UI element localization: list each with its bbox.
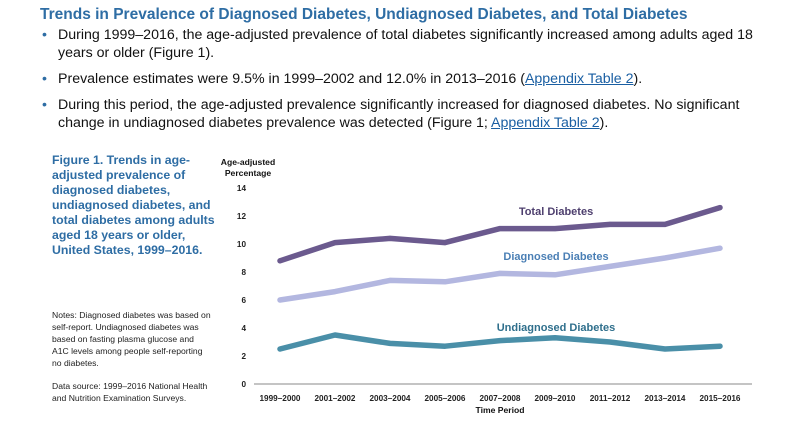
- x-tick-label: 2011–2012: [590, 394, 631, 403]
- x-tick-label: 2003–2004: [370, 394, 411, 403]
- series-label: Undiagnosed Diabetes: [497, 322, 616, 334]
- data-point: [442, 343, 448, 349]
- figure-title: Figure 1. Trends in age-adjusted prevale…: [52, 153, 215, 257]
- data-point: [717, 205, 723, 211]
- data-point: [662, 255, 668, 261]
- data-point: [332, 289, 338, 295]
- bullet-text-after: ).: [633, 71, 643, 87]
- data-point: [607, 263, 613, 269]
- data-point: [607, 339, 613, 345]
- y-tick-label: 10: [237, 240, 247, 249]
- data-point: [442, 240, 448, 246]
- bullet-item: During this period, the age-adjusted pre…: [40, 96, 780, 132]
- bullet-text-before: During this period, the age-adjusted pre…: [58, 97, 740, 131]
- y-tick-label: 12: [237, 212, 247, 221]
- x-tick-label: 2009–2010: [535, 394, 576, 403]
- bullet-text-before: Prevalence estimates were 9.5% in 1999–2…: [58, 71, 525, 87]
- bullet-item: During 1999–2016, the age-adjusted preva…: [40, 26, 780, 62]
- data-point: [332, 240, 338, 246]
- data-point: [332, 332, 338, 338]
- x-tick-label: 2007–2008: [480, 394, 521, 403]
- data-point: [387, 277, 393, 283]
- x-tick-label: 2013–2014: [645, 394, 686, 403]
- series-line: [277, 204, 723, 264]
- data-point: [387, 340, 393, 346]
- data-point: [497, 338, 503, 344]
- y-tick-label: 2: [241, 352, 246, 361]
- summary-bullets: During 1999–2016, the age-adjusted preva…: [40, 26, 780, 140]
- y-tick-label: 4: [241, 324, 246, 333]
- data-point: [717, 245, 723, 251]
- y-axis-title: Age-adjusted: [221, 157, 275, 167]
- series-label: Diagnosed Diabetes: [503, 251, 608, 263]
- data-point: [607, 221, 613, 227]
- page-heading: Trends in Prevalence of Diagnosed Diabet…: [40, 6, 688, 23]
- data-point: [552, 226, 558, 232]
- data-point: [277, 258, 283, 264]
- bullet-text: During 1999–2016, the age-adjusted preva…: [58, 27, 753, 61]
- y-tick-label: 14: [237, 184, 247, 193]
- data-point: [497, 226, 503, 232]
- series-label: Total Diabetes: [519, 206, 593, 218]
- appendix-table-link[interactable]: Appendix Table 2: [491, 115, 600, 131]
- x-tick-label: 2015–2016: [700, 394, 741, 403]
- x-tick-label: 2001–2002: [315, 394, 356, 403]
- bullet-text-after: ).: [599, 115, 609, 131]
- data-point: [277, 297, 283, 303]
- data-point: [662, 221, 668, 227]
- data-point: [552, 335, 558, 341]
- data-point: [662, 346, 668, 352]
- figure-notes: Notes: Diagnosed diabetes was based on s…: [52, 310, 211, 368]
- data-point: [717, 343, 723, 349]
- x-tick-label: 2005–2006: [425, 394, 466, 403]
- y-tick-label: 8: [241, 268, 246, 277]
- chart-series: Total Diabetes Diagnosed Diabetes Undiagno…: [277, 204, 723, 352]
- x-axis-title: Time Period: [475, 405, 524, 415]
- data-point: [387, 235, 393, 241]
- x-tick-label: 1999–2000: [260, 394, 301, 403]
- data-source: Data source: 1999–2016 National Health a…: [52, 381, 208, 403]
- y-axis-title: Percentage: [225, 168, 272, 178]
- y-tick-label: 0: [241, 380, 246, 389]
- data-point: [277, 346, 283, 352]
- bullet-item: Prevalence estimates were 9.5% in 1999–2…: [40, 70, 780, 88]
- data-point: [552, 272, 558, 278]
- appendix-table-link[interactable]: Appendix Table 2: [524, 71, 634, 87]
- data-point: [497, 270, 503, 276]
- data-point: [442, 279, 448, 285]
- y-tick-label: 6: [241, 296, 246, 305]
